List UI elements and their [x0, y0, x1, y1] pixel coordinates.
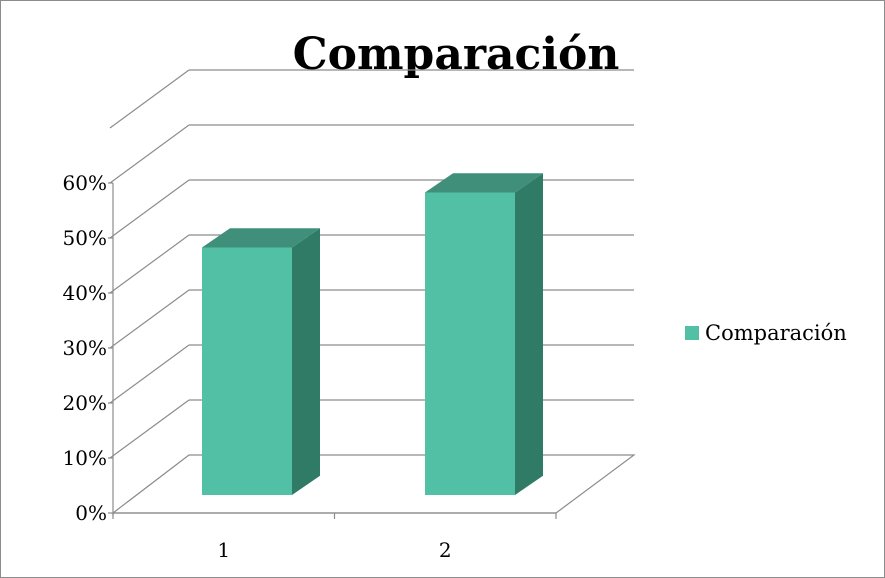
gridline-diagonal [109, 179, 190, 239]
legend-label: Comparación [705, 321, 847, 345]
bar [202, 228, 320, 495]
gridline-diagonal [109, 69, 190, 129]
y-tick-label: 40% [63, 281, 107, 305]
y-tick-label: 30% [63, 336, 107, 360]
floor [111, 454, 636, 514]
gridline-diagonal [109, 124, 190, 184]
y-tick-label: 20% [63, 391, 107, 415]
chart-title: Comparación [292, 29, 620, 80]
bar-front [425, 192, 515, 495]
bar [425, 173, 543, 495]
bar-side [515, 173, 543, 495]
bar-side [292, 228, 320, 495]
y-tick-label: 10% [63, 446, 107, 470]
legend-swatch [685, 326, 699, 340]
bar-top [425, 173, 543, 193]
gridline-diagonal [109, 399, 190, 459]
legend: Comparación [685, 321, 847, 345]
x-tick-label: 2 [439, 538, 452, 562]
bar-top [202, 228, 320, 248]
y-tick-label: 50% [63, 226, 107, 250]
gridline-diagonal [109, 234, 190, 294]
y-tick-label: 0% [75, 501, 107, 525]
gridline-diagonal [109, 344, 190, 404]
bar-front [202, 247, 292, 495]
gridline-diagonal [109, 289, 190, 349]
y-tick-label: 60% [63, 171, 107, 195]
x-tick-label: 1 [217, 538, 230, 562]
